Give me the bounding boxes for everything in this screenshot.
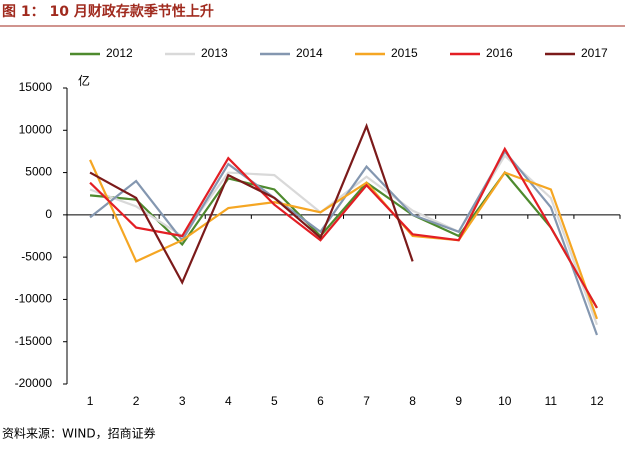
legend-label: 2015 bbox=[391, 46, 418, 60]
x-tick-label: 1 bbox=[87, 394, 94, 408]
chart-title: 图 1： 10 月财政存款季节性上升 bbox=[2, 3, 214, 20]
legend-label: 2013 bbox=[201, 46, 228, 60]
y-tick-label: -15000 bbox=[15, 334, 53, 348]
x-tick-label: 7 bbox=[363, 394, 370, 408]
x-tick-label: 3 bbox=[179, 394, 186, 408]
legend-label: 2014 bbox=[296, 46, 323, 60]
x-tick-label: 8 bbox=[409, 394, 416, 408]
x-tick-label: 4 bbox=[225, 394, 232, 408]
x-tick-label: 11 bbox=[545, 394, 558, 408]
y-tick-label: 15000 bbox=[19, 80, 53, 94]
source: 资料来源：WIND，招商证券 bbox=[2, 426, 156, 441]
y-tick-label: -20000 bbox=[15, 376, 53, 390]
y-tick-label: 5000 bbox=[25, 165, 52, 179]
y-unit: 亿 bbox=[78, 73, 90, 88]
legend-label: 2012 bbox=[106, 46, 133, 60]
y-tick-label: 10000 bbox=[19, 122, 53, 136]
series-line bbox=[89, 170, 598, 309]
x-tick-label: 12 bbox=[590, 394, 604, 408]
y-tick-label: 0 bbox=[45, 207, 52, 221]
x-tick-label: 9 bbox=[455, 394, 462, 408]
x-tick-label: 2 bbox=[133, 394, 140, 408]
y-tick-label: -10000 bbox=[15, 292, 53, 306]
legend-label: 2017 bbox=[581, 46, 608, 60]
x-tick-label: 5 bbox=[271, 394, 278, 408]
x-tick-label: 10 bbox=[498, 394, 512, 408]
series-line bbox=[89, 159, 598, 320]
legend-label: 2016 bbox=[486, 46, 513, 60]
series-line bbox=[89, 122, 414, 286]
series-line bbox=[89, 146, 598, 309]
x-tick-label: 6 bbox=[317, 394, 324, 408]
y-tick-label: -5000 bbox=[21, 249, 52, 263]
